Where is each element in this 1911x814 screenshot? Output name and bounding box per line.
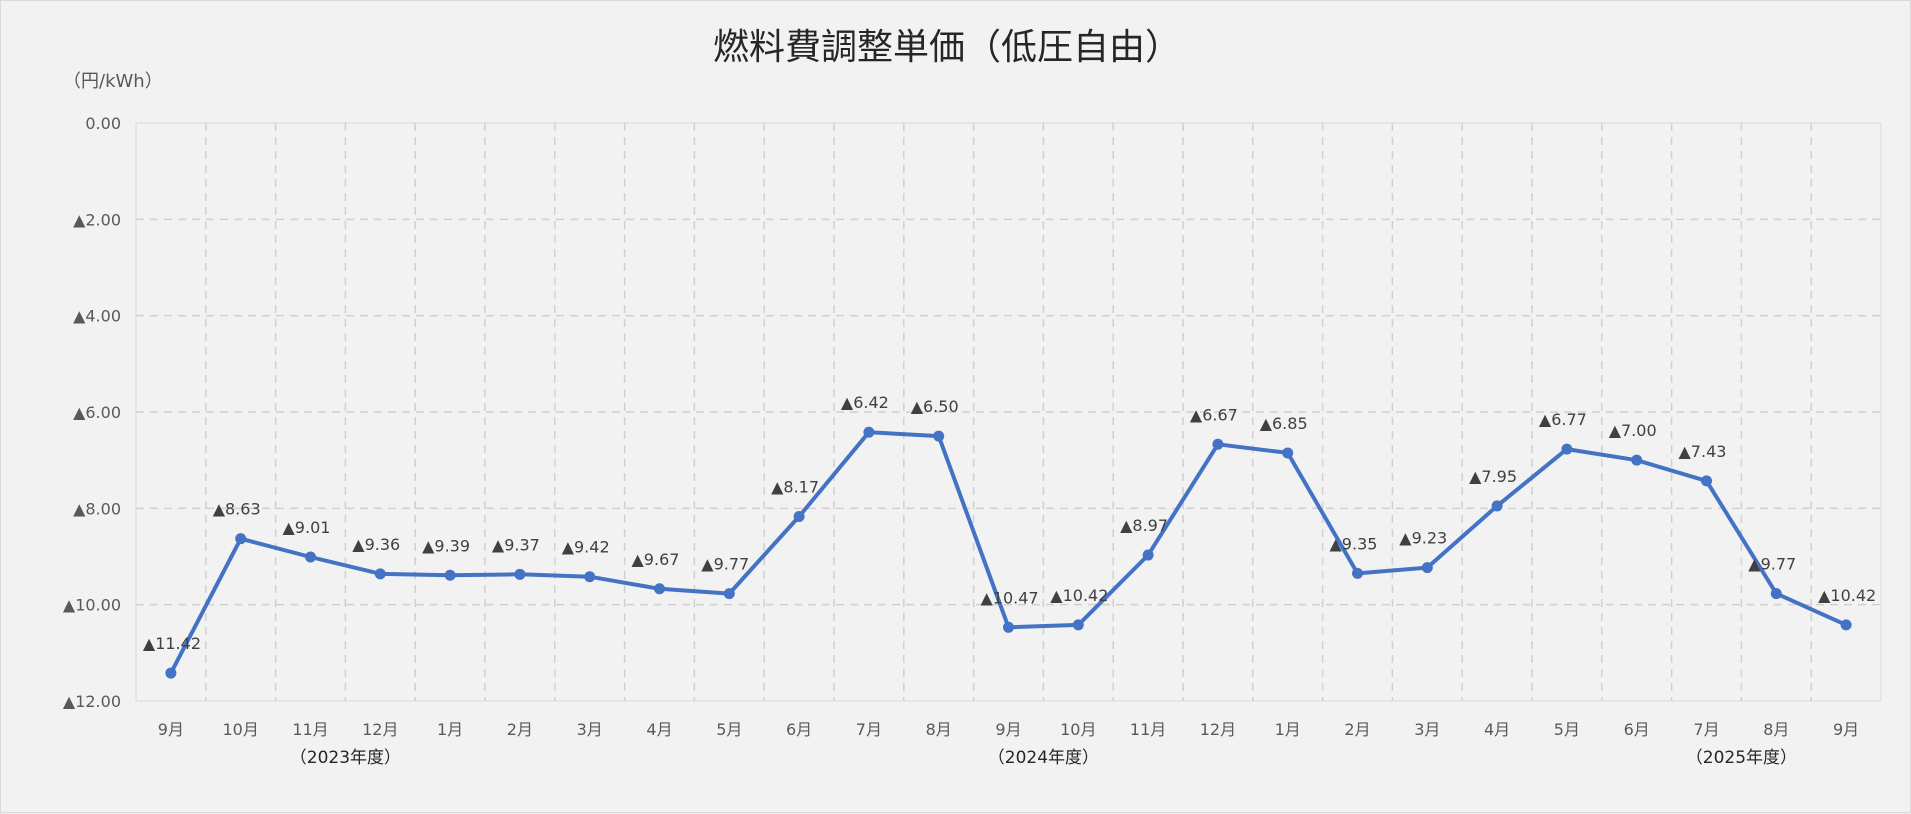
data-label: ▲6.50 (911, 397, 959, 416)
x-tick-label: 7月 (856, 720, 882, 739)
data-point (1282, 447, 1294, 459)
data-label: ▲9.67 (632, 550, 680, 569)
data-label: ▲6.77 (1539, 410, 1587, 429)
fiscal-year-label: （2025年度） (1686, 748, 1797, 768)
chart-title: 燃料費調整単価（低圧自由） (713, 27, 1181, 68)
y-tick-label: ▲4.00 (73, 307, 121, 326)
data-point (235, 533, 247, 545)
data-point (1421, 562, 1433, 574)
data-points (165, 426, 1852, 679)
y-tick-label: ▲8.00 (73, 499, 121, 518)
fiscal-year-label: （2023年度） (290, 748, 401, 768)
data-point (863, 426, 875, 438)
data-point (584, 571, 596, 583)
y-axis-unit-label: （円/kWh） (63, 71, 163, 92)
data-label: ▲6.85 (1260, 414, 1308, 433)
data-point (793, 511, 805, 523)
x-tick-label: 4月 (646, 720, 672, 739)
x-tick-label: 5月 (1554, 720, 1580, 739)
data-point (1701, 475, 1712, 487)
data-point (1003, 621, 1014, 633)
data-point (1212, 438, 1224, 450)
x-tick-label: 12月 (362, 720, 398, 739)
x-tick-label: 8月 (926, 720, 952, 739)
y-tick-label: ▲10.00 (63, 596, 121, 615)
data-point (165, 667, 177, 679)
data-point (1561, 443, 1573, 455)
data-label: ▲8.63 (213, 500, 261, 519)
data-label: ▲7.00 (1609, 421, 1657, 440)
data-label: ▲6.42 (841, 393, 889, 412)
x-tick-label: 12月 (1200, 720, 1236, 739)
data-point (514, 568, 526, 580)
data-label: ▲9.01 (283, 518, 331, 537)
x-tick-label: 8月 (1763, 720, 1789, 739)
y-tick-label: ▲2.00 (73, 210, 121, 229)
data-point (1840, 619, 1852, 631)
x-tick-label: 9月 (995, 720, 1021, 739)
x-tick-label: 4月 (1484, 720, 1510, 739)
x-tick-label: 9月 (1833, 720, 1859, 739)
data-point (654, 583, 665, 595)
data-label: ▲10.47 (981, 588, 1039, 607)
data-point (374, 568, 386, 580)
data-point (305, 551, 316, 563)
x-tick-label: 3月 (1414, 720, 1440, 739)
y-axis-tick-labels: 0.00 ▲2.00 ▲4.00 ▲6.00 ▲8.00 ▲10.00 ▲12.00 (63, 114, 121, 711)
y-tick-label: 0.00 (85, 114, 121, 133)
data-label: ▲11.42 (143, 634, 201, 653)
x-tick-label: 11月 (292, 720, 328, 739)
x-tick-label: 6月 (1624, 720, 1650, 739)
data-point (1142, 549, 1154, 561)
fiscal-year-labels: （2023年度） （2024年度） （2025年度） (290, 748, 1797, 768)
x-tick-label: 2月 (1344, 720, 1370, 739)
x-tick-label: 1月 (1275, 720, 1301, 739)
data-label: ▲10.42 (1818, 586, 1876, 605)
x-tick-label: 2月 (507, 720, 533, 739)
data-label: ▲10.42 (1050, 586, 1108, 605)
data-label: ▲7.43 (1679, 442, 1727, 461)
x-tick-label: 1月 (437, 720, 463, 739)
x-tick-label: 3月 (577, 720, 603, 739)
data-point (1770, 588, 1782, 600)
data-label: ▲9.77 (701, 555, 749, 574)
y-tick-label: ▲6.00 (73, 403, 121, 422)
x-tick-label: 10月 (223, 720, 259, 739)
data-label: ▲9.23 (1399, 529, 1447, 548)
data-label: ▲8.97 (1120, 516, 1168, 535)
data-label: ▲9.39 (422, 536, 470, 555)
x-axis-tick-labels: 9月 10月 11月 12月 1月 2月 3月 4月 5月 6月 7月 8月 9月 10月 11月 12月 1月… (158, 720, 1859, 739)
data-label: ▲9.36 (352, 535, 400, 554)
data-point (933, 430, 945, 442)
horizontal-gridlines (136, 218, 1881, 606)
data-point (1491, 500, 1503, 512)
data-label: ▲9.35 (1330, 534, 1378, 553)
x-tick-label: 10月 (1060, 720, 1096, 739)
data-point (444, 569, 456, 581)
data-point (723, 588, 735, 600)
data-label: ▲6.67 (1190, 405, 1238, 424)
data-point (1631, 454, 1643, 466)
fiscal-year-label: （2024年度） (988, 748, 1099, 768)
x-tick-label: 5月 (716, 720, 742, 739)
y-tick-label: ▲12.00 (63, 692, 121, 711)
data-labels: ▲11.42 ▲8.63 ▲9.01 ▲9.36 ▲9.39 ▲9.37 ▲9.42 ▲9.6… (143, 393, 1876, 653)
vertical-gridlines (205, 123, 1812, 701)
data-label: ▲9.37 (492, 535, 540, 554)
data-point (1072, 619, 1084, 631)
data-label: ▲7.95 (1469, 467, 1517, 486)
data-label: ▲8.17 (771, 478, 819, 497)
x-tick-label: 11月 (1130, 720, 1166, 739)
data-point (1352, 567, 1363, 579)
x-tick-label: 6月 (786, 720, 812, 739)
data-label: ▲9.42 (562, 538, 610, 557)
x-tick-label: 9月 (158, 720, 184, 739)
data-label: ▲9.77 (1748, 555, 1796, 574)
x-tick-label: 7月 (1693, 720, 1719, 739)
